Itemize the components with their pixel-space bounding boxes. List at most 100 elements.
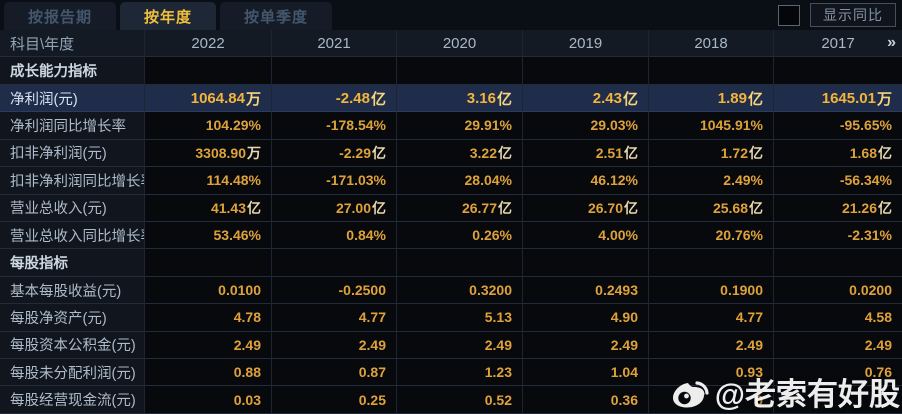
section-empty-cell — [774, 57, 902, 85]
section-empty-cell — [649, 57, 774, 85]
metric-value-cell: 0.0100 — [145, 276, 272, 305]
value-unit: 亿 — [749, 199, 763, 216]
metric-value-cell: 2.49 — [649, 331, 774, 360]
table-corner-label: 科目\年度 — [0, 30, 145, 58]
metric-row-label: 每股未分配利润(元) — [0, 359, 145, 387]
tab-by-report-period[interactable]: 按报告期 — [4, 2, 117, 30]
value-unit: 万 — [247, 144, 261, 161]
metric-value-cell: 1.89 亿 — [649, 84, 774, 113]
financial-table: 科目\年度 2022 2021 2020 2019 2018 2017 » 成长能力指标 净利润(… — [0, 30, 902, 414]
metric-row-label: 净利润同比增长率 — [0, 112, 145, 140]
section-empty-cell — [523, 249, 649, 277]
metric-row-label: 营业总收入同比增长率 — [0, 221, 145, 250]
year-label: 2022 — [191, 34, 225, 52]
metric-row-label: 扣非净利润(元) — [0, 139, 145, 168]
metric-value-cell: 0 — [649, 386, 774, 414]
value-unit: 亿 — [372, 199, 386, 216]
value-unit: 亿 — [622, 90, 638, 108]
metric-value-cell: 0.36 — [523, 386, 649, 414]
year-column-header[interactable]: 2017 » — [774, 30, 902, 58]
metric-value-cell: 2.49 — [397, 331, 523, 360]
value-number: 41.43 — [210, 199, 246, 216]
tab-bar: 按报告期 按年度 按单季度 显示同比 — [0, 0, 902, 30]
value-number: 1.68 — [849, 144, 877, 161]
year-label: 2020 — [442, 34, 477, 52]
year-label: 2018 — [694, 34, 728, 52]
metric-value-cell: 2.49 — [272, 331, 397, 360]
metric-row-label: 扣非净利润同比增长率 — [0, 167, 145, 195]
value-unit: 亿 — [498, 144, 512, 161]
metric-value-cell — [774, 386, 902, 414]
metric-value-cell: 2.43 亿 — [523, 84, 649, 113]
section-empty-cell — [397, 249, 523, 277]
metric-value-cell: 21.26 亿 — [774, 194, 902, 222]
value-unit: 亿 — [747, 90, 763, 108]
metric-value-cell: 0.26% — [397, 221, 523, 250]
value-unit: 亿 — [247, 199, 261, 216]
value-unit: 亿 — [370, 90, 386, 108]
metric-value-cell: 5.13 — [397, 304, 523, 332]
year-label: 2021 — [317, 34, 351, 52]
year-column-header[interactable]: 2018 — [649, 30, 774, 58]
metric-value-cell: 1645.01 万 — [774, 84, 902, 113]
value-number: 25.68 — [712, 199, 748, 216]
metric-row-label: 每股经营现金流(元) — [0, 386, 145, 414]
metric-value-cell: 41.43 亿 — [145, 194, 272, 222]
show-yoy-checkbox[interactable] — [778, 4, 800, 26]
metric-value-cell: 2.49 — [774, 331, 902, 360]
metric-value-cell: -56.34% — [774, 167, 902, 195]
metric-value-cell: -178.54% — [272, 112, 397, 140]
section-empty-cell — [145, 57, 272, 85]
metric-value-cell: 0.1900 — [649, 276, 774, 305]
metric-value-cell: -2.48 亿 — [272, 84, 397, 113]
show-yoy-label[interactable]: 显示同比 — [810, 3, 896, 27]
metric-value-cell: 0.52 — [397, 386, 523, 414]
metric-value-cell: -95.65% — [774, 112, 902, 140]
section-empty-cell — [649, 249, 774, 277]
value-number: 1645.01 — [821, 89, 876, 107]
yoy-controls: 显示同比 — [778, 0, 896, 30]
tab-by-year[interactable]: 按年度 — [120, 2, 217, 30]
metric-value-cell: 0.3200 — [397, 276, 523, 305]
metric-value-cell: 46.12% — [523, 167, 649, 195]
metric-value-cell: 29.03% — [523, 112, 649, 140]
metric-value-cell: 2.51 亿 — [523, 139, 649, 168]
metric-value-cell: 1.72 亿 — [649, 139, 774, 168]
metric-value-cell: 114.48% — [145, 167, 272, 195]
year-column-header[interactable]: 2020 — [397, 30, 523, 58]
value-number: 3.16 — [466, 89, 496, 107]
metric-value-cell: 1.23 — [397, 359, 523, 387]
value-unit: 万 — [245, 90, 261, 108]
metric-value-cell: 2.49 — [145, 331, 272, 360]
metric-value-cell: 4.78 — [145, 304, 272, 332]
section-empty-cell — [774, 249, 902, 277]
value-number: -2.29 — [339, 144, 371, 161]
value-number: 1.72 — [720, 144, 748, 161]
value-number: 1064.84 — [190, 89, 245, 107]
metric-value-cell: 0.84% — [272, 221, 397, 250]
value-unit: 亿 — [878, 199, 892, 216]
value-number: 2.51 — [595, 144, 623, 161]
value-number: 1.89 — [717, 89, 747, 107]
year-column-header[interactable]: 2021 — [272, 30, 397, 58]
metric-value-cell: 0.25 — [272, 386, 397, 414]
more-years-chevron-icon[interactable]: » — [887, 34, 896, 52]
year-label: 2017 — [821, 34, 855, 52]
value-unit: 亿 — [624, 199, 638, 216]
metric-value-cell: 2.49 — [523, 331, 649, 360]
metric-value-cell: 27.00 亿 — [272, 194, 397, 222]
section-header-label: 成长能力指标 — [0, 57, 145, 85]
tab-by-single-quarter[interactable]: 按单季度 — [220, 2, 333, 30]
metric-value-cell: 4.00% — [523, 221, 649, 250]
metric-value-cell: 3.22 亿 — [397, 139, 523, 168]
metric-value-cell: 26.70 亿 — [523, 194, 649, 222]
metric-row-label: 净利润(元) — [0, 84, 145, 113]
value-number: 26.70 — [587, 199, 623, 216]
metric-value-cell: 26.77 亿 — [397, 194, 523, 222]
year-column-header[interactable]: 2019 — [523, 30, 649, 58]
year-label: 2019 — [568, 34, 603, 52]
metric-value-cell: 1045.91% — [649, 112, 774, 140]
metric-value-cell: 29.91% — [397, 112, 523, 140]
year-column-header[interactable]: 2022 — [145, 30, 272, 58]
